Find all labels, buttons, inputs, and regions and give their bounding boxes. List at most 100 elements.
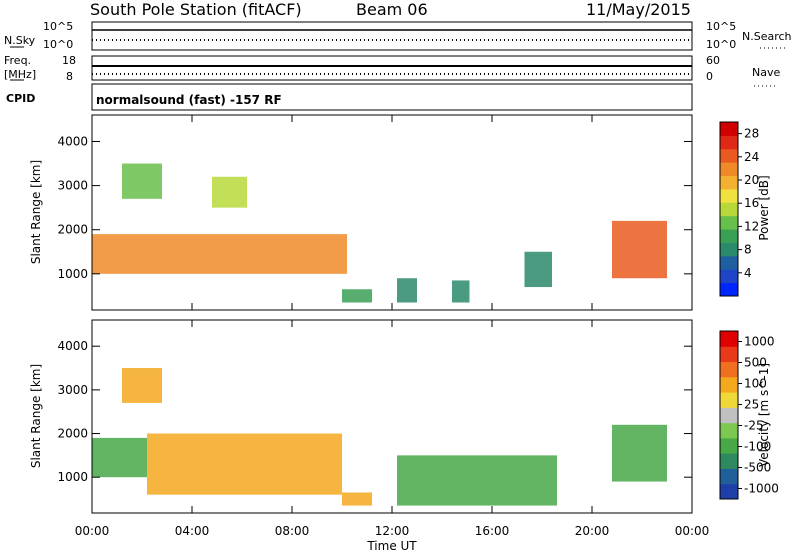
x-tick-label: 12:00 bbox=[375, 524, 410, 538]
nave-tick-bottom: 0 bbox=[706, 70, 713, 83]
power-colorbar: 4 8 12 16 20 24 28 Power [dB] bbox=[719, 121, 771, 297]
colorbar-tick-label: 28 bbox=[744, 127, 759, 141]
time-axis-label: Time UT bbox=[366, 539, 417, 553]
colorbar-band bbox=[720, 175, 738, 190]
colorbar-tick-label: 500 bbox=[744, 356, 767, 370]
nsky-tick-bottom: 10^0 bbox=[43, 38, 73, 51]
velocity-data-layer bbox=[92, 368, 667, 506]
colorbar-band bbox=[720, 162, 738, 177]
colorbar-tick-label: -1000 bbox=[744, 482, 779, 496]
velocity-colorbar: 1000 500 100 25 -25 -100 -500 -1000 Velocity [m… bbox=[719, 330, 779, 500]
cpid-text: normalsound (fast) -157 RF bbox=[96, 93, 282, 107]
colorbar-tick-label: 12 bbox=[744, 219, 759, 233]
x-tick-label: 08:00 bbox=[275, 524, 310, 538]
colorbar-band bbox=[720, 453, 738, 469]
colorbar-band bbox=[720, 437, 738, 454]
colorbar-tick-label: 24 bbox=[744, 150, 759, 164]
beam-label: Beam 06 bbox=[356, 0, 428, 19]
data-region bbox=[122, 163, 162, 199]
nsky-frame bbox=[91, 21, 693, 51]
velocity-axes: 1000 2000 3000 4000 bbox=[57, 320, 693, 513]
colorbar-tick-label: -25 bbox=[744, 419, 764, 433]
power-colorbar-frame bbox=[719, 121, 739, 297]
colorbar-band bbox=[720, 483, 738, 500]
nsky-tick-top: 10^5 bbox=[43, 20, 73, 33]
freq-label: Freq. bbox=[4, 54, 31, 67]
power-axes: 1000 2000 3000 4000 bbox=[57, 115, 693, 310]
data-region bbox=[452, 280, 470, 303]
colorbar-band bbox=[720, 361, 738, 378]
power-data-layer bbox=[92, 163, 667, 303]
nsky-panel: 10^5 10^0 10^5 10^0 bbox=[43, 20, 736, 51]
time-axis: 00:00 04:00 08:00 12:00 16:00 20:00 00:00 bbox=[75, 524, 710, 538]
data-region bbox=[92, 437, 147, 478]
freq-tick-top: 18 bbox=[62, 54, 76, 67]
colorbar-band bbox=[720, 242, 738, 257]
colorbar-tick-label: -500 bbox=[744, 461, 771, 475]
power-frame bbox=[91, 114, 693, 311]
cpid-label: CPID bbox=[6, 92, 35, 105]
data-region bbox=[397, 278, 417, 303]
nsearch-tick-bottom: 10^0 bbox=[706, 38, 736, 51]
y-tick-label: 2000 bbox=[57, 427, 88, 441]
power-colorbar-label: Power [dB] bbox=[757, 175, 771, 240]
nsearch-tick-top: 10^5 bbox=[706, 20, 736, 33]
data-region bbox=[612, 424, 667, 482]
y-tick-label: 1000 bbox=[57, 267, 88, 281]
nsearch-label: N.Search bbox=[742, 30, 792, 43]
freq-panel: 18 8 60 0 bbox=[62, 54, 720, 83]
colorbar-band bbox=[720, 255, 738, 270]
colorbar-band bbox=[720, 468, 738, 485]
colorbar-band bbox=[720, 392, 738, 408]
y-tick-label: 3000 bbox=[57, 383, 88, 397]
data-region bbox=[397, 455, 557, 506]
colorbar-band bbox=[720, 422, 738, 439]
mhz-label: [MHz] bbox=[4, 68, 36, 81]
colorbar-tick-label: -100 bbox=[744, 440, 771, 454]
data-region bbox=[524, 251, 552, 288]
y-tick-label: 2000 bbox=[57, 223, 88, 237]
colorbar-band bbox=[720, 202, 738, 217]
nsky-label: N.Sky bbox=[4, 34, 36, 47]
velocity-panel: 1000 2000 3000 4000 Slant Range [km] bbox=[29, 319, 693, 514]
y-tick-label: 4000 bbox=[57, 339, 88, 353]
cpid-frame bbox=[91, 83, 693, 111]
velocity-colorbar-label: Velocity [m s^-1] bbox=[757, 363, 771, 467]
velocity-ylabel: Slant Range [km] bbox=[29, 364, 43, 468]
colorbar-band bbox=[720, 407, 738, 424]
colorbar-tick-label: 100 bbox=[744, 377, 767, 391]
data-region bbox=[212, 176, 247, 208]
station-title: South Pole Station (fitACF) bbox=[90, 0, 302, 19]
colorbar-tick-label: 8 bbox=[744, 243, 752, 257]
velocity-colorbar-bands: 1000 500 100 25 -25 -100 -500 -1000 bbox=[720, 331, 779, 500]
colorbar-band bbox=[720, 376, 738, 393]
y-tick-label: 3000 bbox=[57, 179, 88, 193]
colorbar-band bbox=[720, 215, 738, 230]
y-tick-label: 4000 bbox=[57, 134, 88, 148]
colorbar-band bbox=[720, 188, 738, 203]
colorbar-band bbox=[720, 122, 738, 136]
freq-tick-bottom: 8 bbox=[66, 70, 73, 83]
nave-tick-top: 60 bbox=[706, 54, 720, 67]
colorbar-tick-label: 16 bbox=[744, 196, 759, 210]
x-tick-label: 20:00 bbox=[575, 524, 610, 538]
colorbar-band bbox=[720, 148, 738, 163]
cpid-panel: normalsound (fast) -157 RF bbox=[91, 83, 693, 111]
date-label: 11/May/2015 bbox=[586, 0, 691, 19]
y-tick-label: 1000 bbox=[57, 470, 88, 484]
velocity-colorbar-frame bbox=[719, 330, 739, 500]
colorbar-band bbox=[720, 269, 738, 284]
colorbar-band bbox=[720, 346, 738, 363]
colorbar-tick-label: 25 bbox=[744, 398, 759, 412]
colorbar-tick-label: 1000 bbox=[744, 335, 775, 349]
x-tick-label: 16:00 bbox=[475, 524, 510, 538]
nave-label: Nave bbox=[752, 66, 780, 79]
colorbar-band bbox=[720, 135, 738, 150]
x-tick-label: 00:00 bbox=[75, 524, 110, 538]
colorbar-tick-label: 20 bbox=[744, 173, 759, 187]
x-tick-label: 04:00 bbox=[175, 524, 210, 538]
data-region bbox=[342, 492, 372, 506]
colorbar-tick-label: 4 bbox=[744, 266, 752, 280]
colorbar-band bbox=[720, 331, 738, 347]
